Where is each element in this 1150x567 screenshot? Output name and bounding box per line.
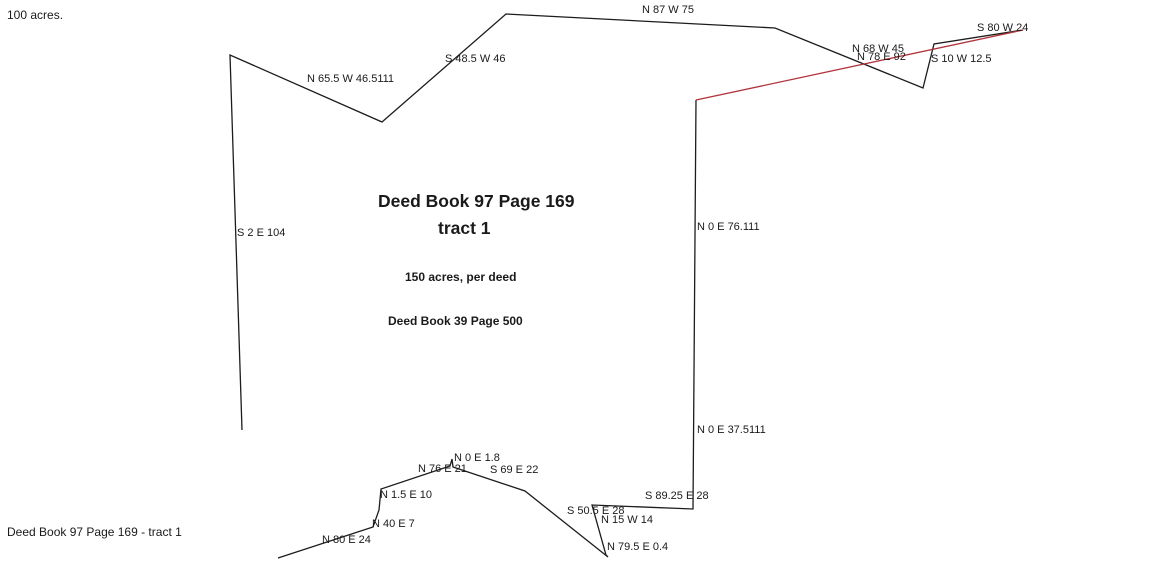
- bearing-call-label: N 0 E 76.111: [697, 221, 760, 233]
- bearing-call-label: N 1.5 E 10: [380, 489, 432, 501]
- bearing-call-label: N 0 E 37.5111: [697, 424, 766, 436]
- bearing-call-label: S 69 E 22: [490, 464, 539, 476]
- bearing-call-label: N 79.5 E 0.4: [607, 541, 669, 553]
- bearing-call-label: N 68 W 45: [852, 43, 904, 55]
- bearing-call-label: S 48.5 W 46: [445, 53, 506, 65]
- bearing-call-label: N 87 W 75: [642, 4, 694, 16]
- bearing-call-label: N 0 E 1.8: [454, 452, 500, 464]
- bearing-call-label: S 50.5 E 28: [567, 505, 625, 517]
- tract-subtitle: tract 1: [438, 218, 491, 238]
- bearing-call-label: N 76 E 21: [418, 463, 467, 475]
- bearing-call-label: N 40 E 7: [372, 518, 415, 530]
- bearing-call-label: S 10 W 12.5: [931, 53, 992, 65]
- footer-tract-label: Deed Book 97 Page 169 - tract 1: [7, 525, 182, 539]
- west-north-boundary-chain: [229, 13, 1024, 431]
- bearing-call-label: N 80 E 24: [322, 534, 371, 546]
- bearing-call-label: N 15 W 14: [601, 514, 653, 526]
- bearing-call-label: S 80 W 24: [977, 22, 1029, 34]
- tract-title: Deed Book 97 Page 169: [378, 191, 575, 211]
- bearing-call-label: N 65.5 W 46.5111: [307, 73, 395, 85]
- closure-line: [695, 29, 1024, 101]
- east-south-boundary-chain: [277, 99, 697, 559]
- bearing-call-label: S 2 E 104: [237, 227, 286, 239]
- tract-deed-reference: Deed Book 39 Page 500: [388, 314, 523, 328]
- tract-acreage-note: 150 acres, per deed: [405, 270, 517, 284]
- bearing-call-label: S 89.25 E 28: [645, 490, 709, 502]
- top-left-acreage-note: 100 acres.: [7, 8, 64, 22]
- bearing-call-label: N 78 E 92: [857, 51, 906, 63]
